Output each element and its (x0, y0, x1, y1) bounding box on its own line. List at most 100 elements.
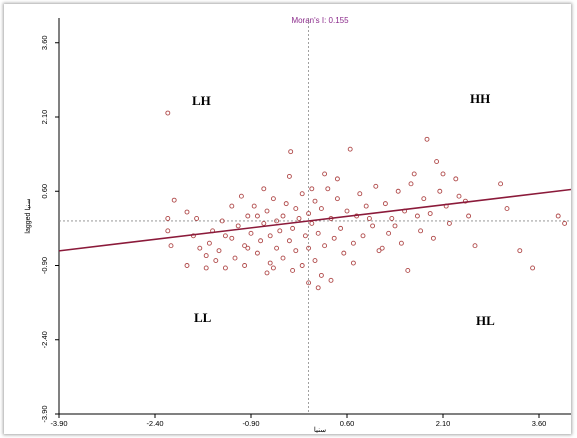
data-point (290, 225, 296, 231)
data-point (213, 258, 219, 263)
data-point (341, 250, 347, 256)
y-tick-label: -3.90 (40, 405, 49, 422)
data-point (366, 216, 372, 221)
data-point (453, 176, 459, 182)
data-point (395, 188, 401, 194)
data-point (254, 250, 260, 256)
data-point (245, 245, 251, 251)
data-point (267, 233, 273, 239)
data-point (456, 193, 462, 199)
data-point (334, 196, 340, 202)
data-point (424, 136, 430, 142)
data-point (427, 211, 433, 216)
quadrant-label-hl: HL (476, 313, 495, 328)
x-tick-label: -3.90 (50, 419, 67, 428)
data-point (408, 181, 414, 187)
data-point (498, 181, 504, 187)
data-point (165, 110, 171, 116)
data-points (165, 110, 568, 291)
data-point (357, 191, 363, 197)
data-point (517, 248, 523, 254)
data-point (165, 228, 171, 234)
data-point (440, 171, 446, 177)
data-point (296, 216, 302, 221)
data-point (280, 213, 286, 219)
data-point (437, 188, 443, 194)
data-point (288, 149, 294, 155)
x-tick-label: 2.10 (436, 419, 451, 428)
data-point (184, 209, 190, 215)
data-point (264, 208, 270, 214)
y-tick-label: 0.60 (40, 184, 49, 199)
data-point (312, 198, 318, 204)
data-point (421, 196, 427, 202)
data-point (555, 213, 561, 219)
data-point (306, 211, 312, 216)
data-point (405, 268, 411, 273)
x-tick-label: -2.40 (146, 419, 163, 428)
data-point (373, 183, 379, 189)
data-point (290, 268, 296, 273)
data-point (168, 243, 174, 249)
data-point (229, 235, 235, 241)
y-tick-label: -2.40 (40, 331, 49, 348)
data-point (472, 243, 478, 249)
chart-title: Moran's I: 0.155 (291, 16, 349, 25)
data-point (302, 233, 308, 239)
data-point (203, 265, 209, 271)
data-point (232, 255, 238, 261)
data-point (171, 197, 177, 203)
data-point (277, 228, 283, 234)
data-point (270, 265, 276, 271)
data-point (251, 203, 257, 209)
data-point (466, 213, 472, 219)
data-point (216, 248, 222, 254)
data-point (392, 223, 398, 229)
y-tick-label: -0.90 (40, 257, 49, 274)
data-point (322, 171, 328, 177)
data-point (270, 196, 276, 202)
data-point (293, 248, 299, 254)
data-point (264, 270, 270, 276)
data-point (306, 280, 312, 286)
data-point (194, 216, 200, 221)
y-tick-label: 2.10 (40, 110, 49, 125)
quadrant-label-hh: HH (470, 91, 490, 106)
data-point (184, 263, 190, 268)
quadrant-label-ll: LL (194, 310, 212, 325)
data-point (261, 220, 267, 226)
data-point (242, 243, 248, 249)
data-point (261, 186, 267, 192)
data-point (258, 238, 264, 244)
data-point (530, 265, 536, 271)
data-point (370, 223, 376, 229)
x-tick-label: 0.60 (340, 419, 355, 428)
x-tick-label: 3.60 (532, 419, 547, 428)
y-tick-label: 3.60 (40, 35, 49, 50)
data-point (206, 240, 212, 246)
data-point (318, 272, 324, 278)
data-point (238, 193, 244, 199)
data-point (283, 201, 289, 207)
data-point (235, 223, 241, 229)
data-point (229, 203, 235, 209)
x-axis-label: سنيا (314, 426, 326, 434)
data-point (338, 225, 344, 231)
quadrant-label-lh: LH (192, 93, 211, 108)
moran-scatter-plot: Moran's I: 0.155 -3.90 -2.40 -0.90 0.60 2.10… (24, 16, 571, 434)
data-point (299, 191, 305, 197)
data-point (165, 216, 171, 221)
data-point (430, 235, 436, 241)
data-point (360, 233, 366, 239)
data-point (203, 253, 209, 259)
data-point (328, 277, 334, 283)
axes (58, 18, 571, 415)
data-point (376, 248, 382, 254)
data-point (325, 186, 331, 192)
data-point (363, 203, 369, 209)
data-point (344, 208, 350, 214)
data-point (350, 260, 356, 266)
data-point (309, 186, 315, 192)
y-axis-label: lagged سنيا (24, 198, 32, 233)
data-point (446, 220, 452, 226)
